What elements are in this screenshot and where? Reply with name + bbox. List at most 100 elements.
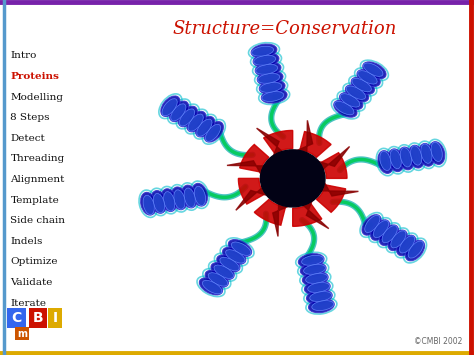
Ellipse shape — [409, 145, 424, 168]
Polygon shape — [264, 130, 292, 153]
Ellipse shape — [334, 100, 357, 117]
Ellipse shape — [310, 291, 332, 301]
Ellipse shape — [378, 151, 393, 174]
Polygon shape — [318, 176, 358, 196]
Ellipse shape — [192, 183, 208, 206]
Text: Indels: Indels — [10, 237, 43, 246]
Polygon shape — [236, 185, 274, 210]
Ellipse shape — [309, 299, 334, 313]
Ellipse shape — [306, 273, 328, 283]
Text: Proteins: Proteins — [10, 72, 59, 81]
Ellipse shape — [255, 62, 281, 76]
Polygon shape — [311, 147, 349, 171]
Ellipse shape — [397, 235, 416, 256]
Ellipse shape — [252, 46, 273, 56]
Text: Alignment: Alignment — [10, 175, 65, 184]
Text: Threading: Threading — [10, 154, 64, 163]
Ellipse shape — [253, 53, 279, 67]
Ellipse shape — [304, 281, 330, 295]
Ellipse shape — [178, 106, 197, 127]
Ellipse shape — [308, 283, 329, 293]
Text: Optimize: Optimize — [10, 257, 58, 266]
Ellipse shape — [346, 85, 369, 102]
Ellipse shape — [231, 242, 251, 255]
Ellipse shape — [351, 77, 374, 94]
Ellipse shape — [421, 144, 432, 163]
Ellipse shape — [382, 226, 397, 243]
Ellipse shape — [340, 94, 360, 107]
Ellipse shape — [204, 121, 223, 142]
FancyBboxPatch shape — [48, 307, 62, 328]
Ellipse shape — [398, 147, 414, 170]
Ellipse shape — [153, 193, 164, 213]
Ellipse shape — [223, 247, 246, 264]
Ellipse shape — [352, 78, 371, 92]
Ellipse shape — [410, 146, 422, 165]
Ellipse shape — [164, 192, 175, 211]
Text: Template: Template — [10, 196, 59, 204]
Text: Iterate: Iterate — [10, 299, 46, 307]
Ellipse shape — [380, 151, 391, 170]
Ellipse shape — [184, 188, 195, 207]
Ellipse shape — [251, 44, 277, 58]
Ellipse shape — [304, 264, 326, 274]
Ellipse shape — [339, 93, 363, 110]
Ellipse shape — [357, 70, 380, 87]
Ellipse shape — [226, 250, 245, 263]
Ellipse shape — [208, 273, 228, 286]
Ellipse shape — [141, 192, 156, 215]
Ellipse shape — [261, 89, 287, 103]
Text: ©CMBI 2002: ©CMBI 2002 — [414, 337, 462, 346]
Ellipse shape — [206, 124, 220, 141]
Ellipse shape — [302, 272, 328, 285]
Text: Side chain: Side chain — [10, 216, 65, 225]
Polygon shape — [292, 203, 322, 226]
Circle shape — [260, 150, 325, 207]
Ellipse shape — [182, 185, 197, 208]
Text: Modelling: Modelling — [10, 93, 64, 102]
Ellipse shape — [170, 101, 189, 122]
Ellipse shape — [258, 73, 280, 83]
Polygon shape — [255, 200, 285, 225]
Ellipse shape — [162, 99, 177, 116]
Ellipse shape — [228, 240, 252, 257]
Ellipse shape — [260, 82, 282, 92]
Ellipse shape — [259, 80, 285, 94]
Ellipse shape — [143, 195, 155, 214]
Ellipse shape — [408, 241, 423, 258]
Ellipse shape — [171, 104, 186, 121]
Ellipse shape — [429, 142, 445, 164]
Polygon shape — [256, 128, 285, 162]
FancyBboxPatch shape — [29, 307, 47, 328]
Ellipse shape — [211, 263, 234, 279]
Polygon shape — [300, 132, 331, 157]
Ellipse shape — [364, 63, 383, 76]
Ellipse shape — [197, 119, 212, 136]
Ellipse shape — [312, 301, 334, 311]
Polygon shape — [301, 195, 329, 229]
Ellipse shape — [298, 253, 324, 267]
Ellipse shape — [401, 148, 411, 167]
Ellipse shape — [205, 270, 228, 287]
Ellipse shape — [171, 187, 187, 210]
Ellipse shape — [390, 149, 401, 169]
Polygon shape — [321, 153, 347, 178]
Ellipse shape — [374, 220, 389, 237]
Polygon shape — [291, 120, 313, 156]
Text: I: I — [53, 311, 58, 325]
Ellipse shape — [200, 278, 223, 295]
Ellipse shape — [217, 255, 240, 272]
Polygon shape — [238, 178, 264, 204]
Ellipse shape — [379, 225, 399, 245]
Ellipse shape — [391, 231, 406, 248]
Polygon shape — [227, 161, 268, 180]
Ellipse shape — [262, 92, 284, 102]
Ellipse shape — [400, 236, 415, 253]
Text: 8 Steps: 8 Steps — [10, 113, 50, 122]
Ellipse shape — [371, 220, 390, 240]
Text: Validate: Validate — [10, 278, 53, 287]
Ellipse shape — [202, 280, 222, 294]
Ellipse shape — [431, 142, 442, 162]
Ellipse shape — [388, 149, 404, 171]
Text: C: C — [11, 311, 22, 325]
